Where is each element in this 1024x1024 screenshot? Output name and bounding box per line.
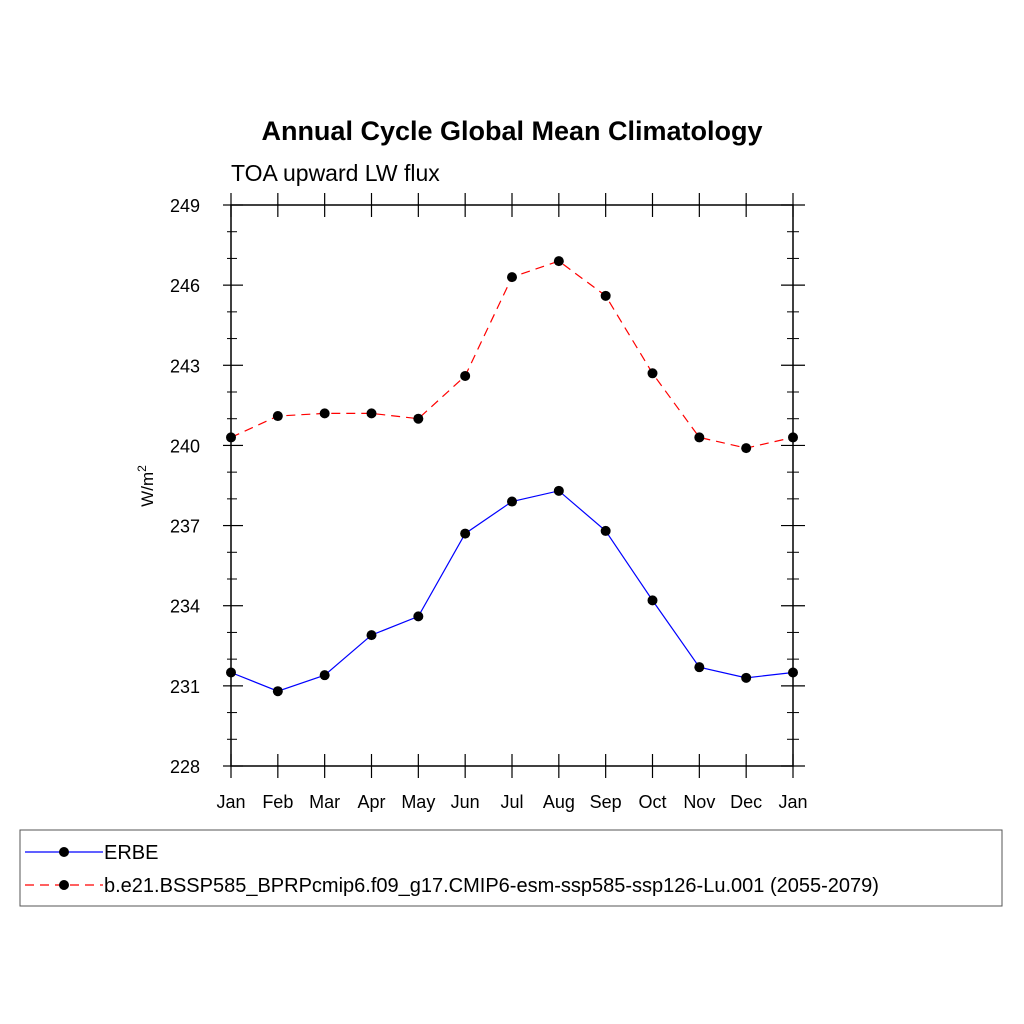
x-tick-label: May	[401, 792, 435, 812]
x-tick-label: Oct	[638, 792, 666, 812]
x-tick-label: Nov	[683, 792, 715, 812]
series-2-point	[600, 290, 611, 301]
x-tick-label: Apr	[357, 792, 385, 812]
x-tick-label: Sep	[590, 792, 622, 812]
plot-frame	[230, 204, 794, 767]
series-2-point	[647, 368, 658, 379]
x-tick-label: Dec	[730, 792, 762, 812]
series-2-point	[694, 432, 705, 443]
y-tick-label: 249	[170, 196, 200, 216]
legend-marker-2	[59, 880, 69, 890]
y-tick-label: 237	[170, 517, 200, 537]
legend-label-1: ERBE	[104, 842, 158, 864]
legend-marker-1	[59, 847, 69, 857]
series-2-point	[272, 411, 283, 422]
series-2-point	[507, 272, 517, 283]
x-tick-label: Jan	[216, 792, 245, 812]
series-1-point	[694, 662, 705, 673]
series-1-point	[366, 630, 377, 641]
series-2-point	[319, 408, 330, 419]
y-tick-label: 228	[170, 757, 200, 777]
y-axis-label: W/m2	[135, 465, 157, 507]
x-tick-label: Feb	[262, 792, 293, 812]
y-tick-label: 231	[170, 677, 200, 697]
chart-subtitle: TOA upward LW flux	[231, 160, 440, 186]
plot-area: 228 231 234 237 240 243 246 249 Jan Feb Mar Apr May J…	[170, 193, 808, 812]
series-2-point	[741, 443, 752, 454]
y-axis-label-base: W/m	[138, 472, 157, 507]
y-tick-label: 240	[170, 436, 200, 456]
series-line-1	[230, 490, 794, 692]
series-1-point	[647, 595, 658, 606]
x-tick-label: Mar	[309, 792, 340, 812]
series-1-point	[600, 525, 611, 536]
series-1-point	[460, 528, 471, 539]
chart-title: Annual Cycle Global Mean Climatology	[261, 116, 762, 146]
series-1-point	[741, 672, 752, 683]
series-2-point	[413, 413, 424, 424]
series-1-point	[553, 485, 564, 496]
y-tick-label: 234	[170, 597, 200, 617]
series-1-point	[413, 611, 424, 622]
series-1-point	[319, 670, 330, 681]
y-tick-label: 243	[170, 356, 200, 376]
series-line-2	[230, 260, 794, 449]
series-1-point	[507, 496, 517, 507]
x-tick-label: Jan	[778, 792, 807, 812]
x-tick-label: Aug	[543, 792, 575, 812]
x-tick-label: Jun	[451, 792, 480, 812]
legend: ERBE b.e21.BSSP585_BPRPcmip6.f09_g17.CMIP…	[19, 829, 1003, 907]
series-2-point	[460, 370, 471, 381]
series-2-point	[553, 256, 564, 267]
legend-box	[19, 829, 1003, 907]
series-2-point	[366, 408, 377, 419]
legend-label-2: b.e21.BSSP585_BPRPcmip6.f09_g17.CMIP6-es…	[104, 875, 879, 897]
y-axis-label-superscript: 2	[135, 465, 149, 472]
x-tick-label: Jul	[500, 792, 523, 812]
series-1-point	[272, 686, 283, 697]
y-tick-label: 246	[170, 276, 200, 296]
